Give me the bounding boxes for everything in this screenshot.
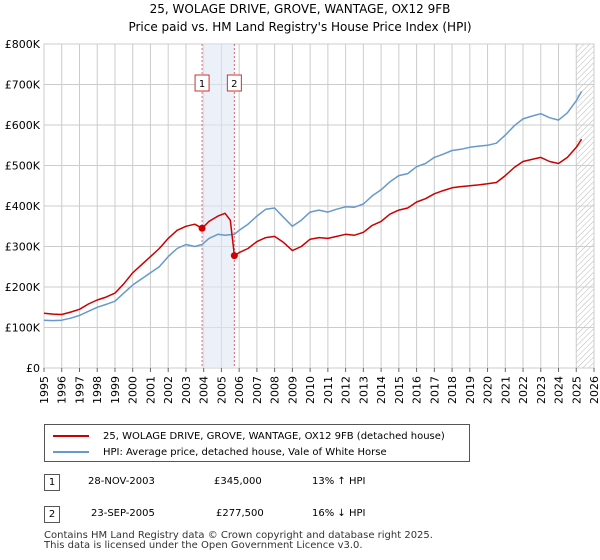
x-tick-label: 2009: [286, 376, 299, 404]
x-tick-label: 2022: [517, 376, 530, 404]
legend-swatch-hpi: [53, 451, 89, 453]
x-tick-label: 2003: [180, 376, 193, 404]
x-tick-label: 2021: [499, 376, 512, 404]
transaction-marker: 1: [44, 474, 60, 491]
x-tick-label: 2017: [428, 376, 441, 404]
x-tick-label: 2026: [588, 376, 600, 404]
x-tick-label: 2000: [127, 376, 140, 404]
transaction-hpi-diff: 13% ↑ HPI: [312, 476, 366, 487]
x-tick-label: 1996: [56, 376, 69, 404]
transaction-price: £277,500: [216, 508, 264, 519]
transaction-marker-label: 1: [199, 79, 205, 90]
x-tick-label: 1999: [109, 376, 122, 404]
x-tick-label: 2015: [393, 376, 406, 404]
y-tick-label: £300K: [5, 241, 41, 254]
y-tick-label: £0: [26, 362, 40, 375]
x-tick-label: 2020: [482, 376, 495, 404]
y-tick-label: £500K: [5, 160, 41, 173]
legend-label-hpi: HPI: Average price, detached house, Vale…: [103, 446, 387, 458]
y-tick-label: £100K: [5, 322, 41, 335]
attribution-line-1: Contains HM Land Registry data © Crown c…: [44, 530, 433, 541]
transaction-marker-box: [194, 74, 210, 92]
x-tick-label: 2002: [162, 376, 175, 404]
x-tick-label: 1998: [91, 376, 104, 404]
y-tick-label: £400K: [5, 200, 41, 213]
transaction-date: 28-NOV-2003: [88, 476, 155, 487]
chart-legend: 25, WOLAGE DRIVE, GROVE, WANTAGE, OX12 9…: [44, 424, 470, 462]
attribution-footer: Contains HM Land Registry data © Crown c…: [44, 531, 433, 551]
x-tick-label: 2012: [340, 376, 353, 404]
sale-point: [230, 252, 238, 260]
transaction-date: 23-SEP-2005: [91, 508, 155, 519]
transaction-marker: 2: [44, 506, 60, 523]
x-tick-label: 2011: [322, 376, 335, 404]
legend-item-price: 25, WOLAGE DRIVE, GROVE, WANTAGE, OX12 9…: [53, 428, 445, 444]
x-tick-label: 1995: [38, 376, 51, 404]
sale-point: [198, 224, 206, 232]
x-tick-label: 2004: [198, 376, 211, 404]
x-tick-label: 2023: [535, 376, 548, 404]
y-tick-label: £200K: [5, 281, 41, 294]
y-tick-label: £800K: [5, 38, 41, 51]
x-tick-label: 2008: [269, 376, 282, 404]
legend-swatch-price: [53, 435, 89, 437]
attribution-line-2: This data is licensed under the Open Gov…: [44, 540, 363, 551]
x-tick-label: 2019: [464, 376, 477, 404]
x-tick-label: 2013: [357, 376, 370, 404]
chart-title: 25, WOLAGE DRIVE, GROVE, WANTAGE, OX12 9…: [149, 2, 451, 16]
x-tick-label: 2016: [411, 376, 424, 404]
transaction-marker-label: 2: [231, 79, 237, 90]
x-tick-label: 2018: [446, 376, 459, 404]
x-tick-label: 2010: [304, 376, 317, 404]
y-tick-label: £700K: [5, 79, 41, 92]
transaction-hpi-diff: 16% ↓ HPI: [312, 508, 366, 519]
x-tick-label: 2005: [215, 376, 228, 404]
x-tick-label: 1997: [73, 376, 86, 404]
y-tick-label: £600K: [5, 119, 41, 132]
x-tick-label: 2006: [233, 376, 246, 404]
x-tick-label: 2007: [251, 376, 264, 404]
x-tick-label: 2014: [375, 376, 388, 404]
price-chart: £0 £100K £200K £300K £400K £500K £600K £700K £80…: [5, 38, 600, 404]
transaction-row: 1 28-NOV-2003 £345,000 13% ↑ HPI: [44, 474, 544, 494]
transaction-marker-box: [226, 74, 242, 92]
transaction-row: 2 23-SEP-2005 £277,500 16% ↓ HPI: [44, 506, 544, 526]
legend-label-price: 25, WOLAGE DRIVE, GROVE, WANTAGE, OX12 9…: [103, 430, 445, 442]
transaction-span-shade: [202, 44, 235, 368]
x-tick-label: 2024: [553, 376, 566, 404]
x-tick-label: 2025: [570, 376, 583, 404]
chart-subtitle: Price paid vs. HM Land Registry's House …: [128, 20, 472, 34]
x-tick-label: 2001: [144, 376, 157, 404]
price-series-line: [43, 138, 583, 316]
hpi-series-line: [43, 91, 583, 322]
legend-item-hpi: HPI: Average price, detached house, Vale…: [53, 444, 387, 460]
transaction-price: £345,000: [214, 476, 262, 487]
